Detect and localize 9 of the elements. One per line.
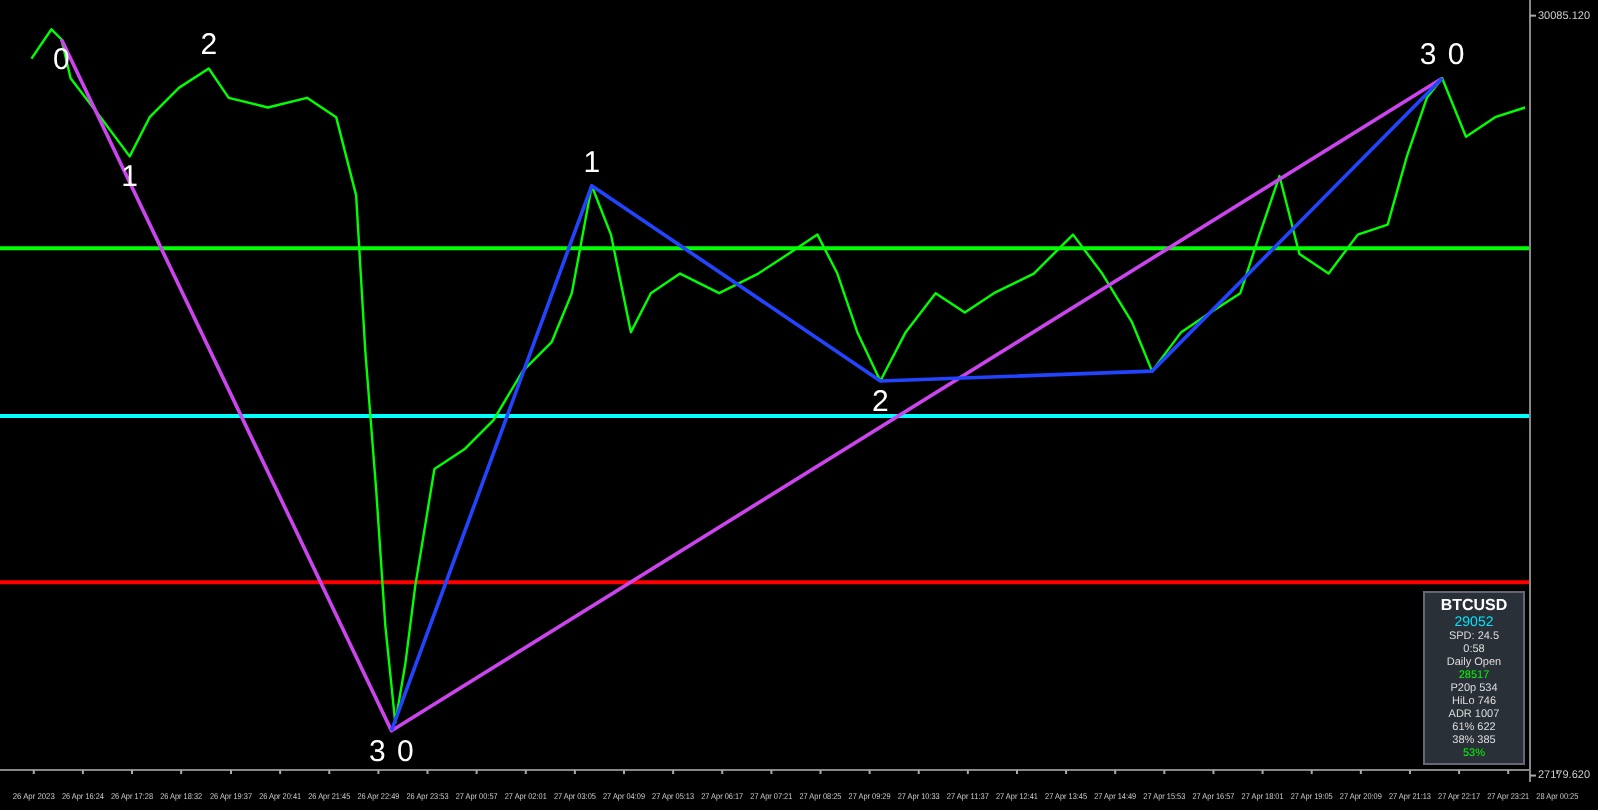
annotation: 2: [872, 385, 889, 419]
annotation: 3: [369, 734, 386, 769]
text: BTCUSD: [1440, 596, 1508, 614]
annotation: 3: [1419, 38, 1437, 73]
annotation: 2: [200, 28, 218, 63]
annotation: 0: [1447, 38, 1465, 73]
annotation: 0: [397, 734, 414, 769]
line-series: [389, 76, 1444, 733]
annotation: 1: [583, 145, 601, 180]
